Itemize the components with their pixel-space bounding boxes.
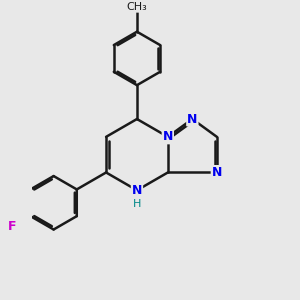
Text: N: N [163, 130, 173, 143]
Text: N: N [132, 184, 142, 197]
Text: N: N [212, 166, 222, 179]
Text: F: F [8, 220, 16, 233]
Text: N: N [187, 112, 197, 125]
Text: H: H [133, 199, 141, 209]
Text: CH₃: CH₃ [127, 2, 147, 12]
